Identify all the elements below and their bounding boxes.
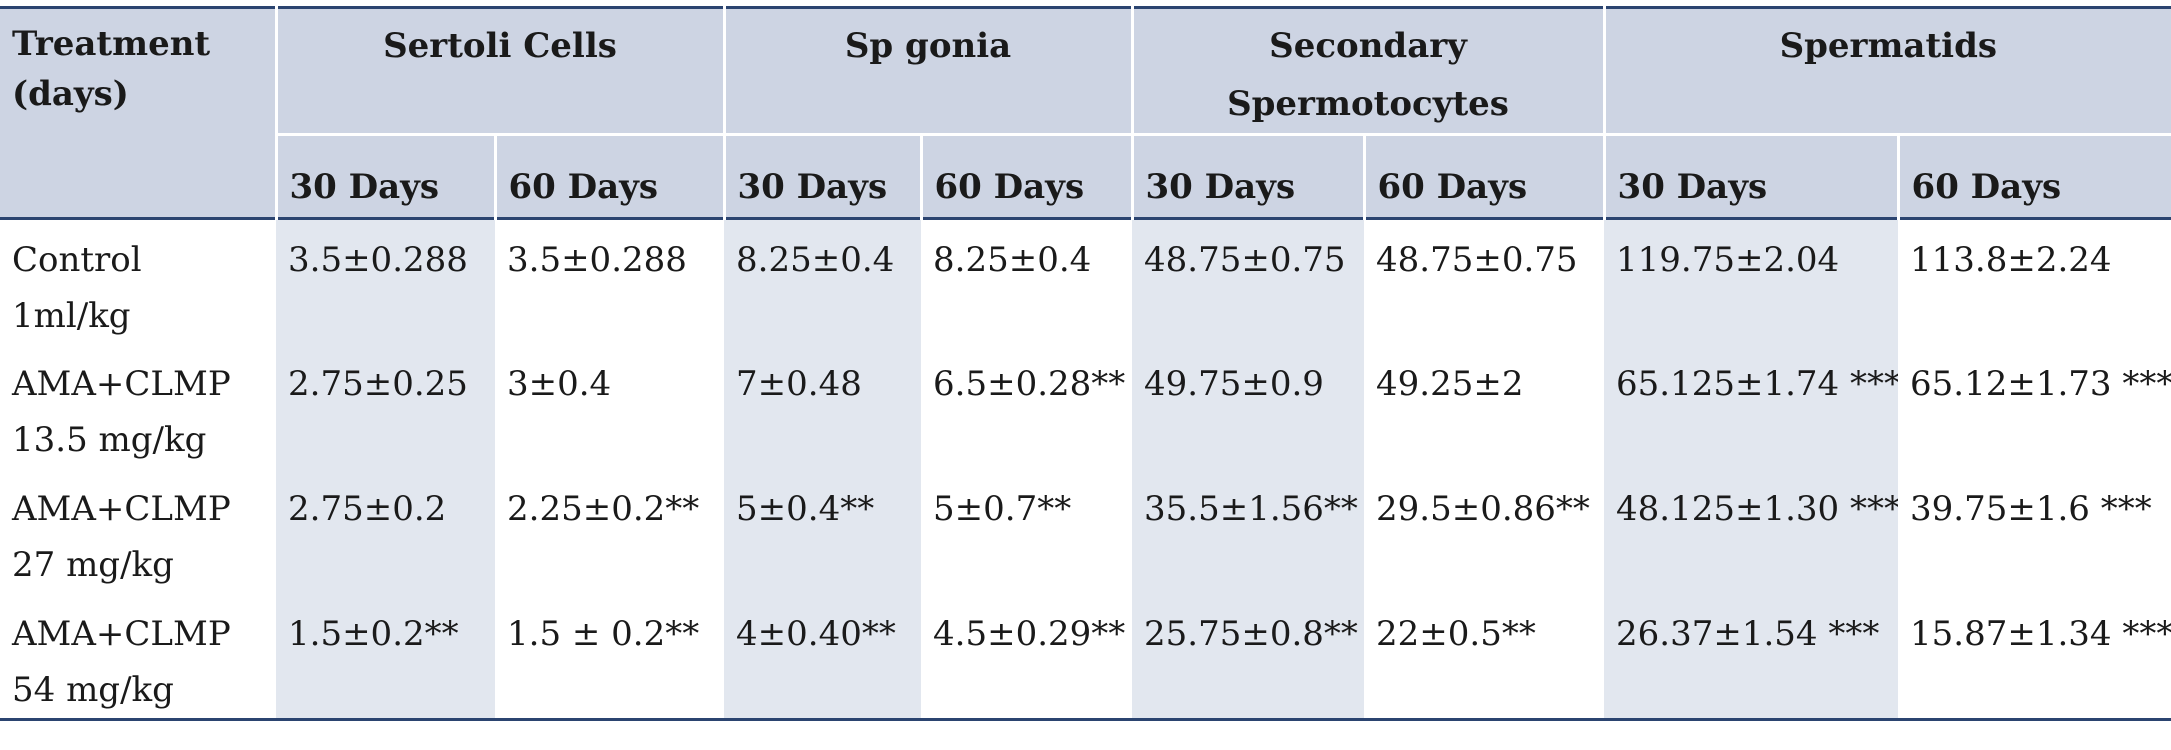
value-cell: 48.125±1.30 *** (1604, 469, 1899, 594)
group-header-line: Spermotocytes (1227, 84, 1509, 124)
value-cell: 2.25±0.2** (507, 489, 700, 529)
group-header-line: Sp gonia (844, 26, 1012, 66)
treatment-line: 27 mg/kg (12, 545, 174, 585)
treatment-line: Control (12, 240, 142, 280)
subcolumn-header: 30 Days (1130, 134, 1365, 219)
treatment-line: AMA+CLMP (12, 614, 231, 654)
subcolumn-header: 30 Days (1602, 134, 1899, 219)
value-cell: 29.5±0.86** (1376, 489, 1590, 529)
subcolumn-header: 30 Days (274, 134, 495, 219)
value-cell: 1.5 ± 0.2** (507, 614, 700, 654)
value-cell: 39.75±1.6 *** (1910, 489, 2152, 529)
value-cell: 3.5±0.288 (507, 240, 687, 280)
value-cell: 1.5±0.2** (276, 594, 495, 720)
value-cell: 22±0.5** (1376, 614, 1536, 654)
treatment-line: 1ml/kg (12, 296, 131, 336)
group-header-secondary-spermotocytes: Secondary Spermotocytes (1130, 7, 1605, 136)
value-cell: 8.25±0.4 (724, 218, 922, 344)
value-cell: 2.75±0.25 (276, 344, 495, 469)
table-row: AMA+CLMP 54 mg/kg 1.5±0.2** 1.5 ± 0.2** … (0, 594, 2171, 720)
value-cell: 49.25±2 (1376, 364, 1524, 404)
value-cell: 3.5±0.288 (276, 218, 495, 344)
subcolumn-header: 60 Days (919, 134, 1133, 219)
value-cell: 48.75±0.75 (1132, 218, 1365, 344)
value-cell: 49.75±0.9 (1132, 344, 1365, 469)
treatment-line: 54 mg/kg (12, 670, 174, 710)
treatment-header-line: Treatment (12, 24, 211, 64)
value-cell: 65.12±1.73 *** (1910, 364, 2171, 404)
subcolumn-header: 60 Days (1896, 134, 2171, 219)
value-cell: 48.75±0.75 (1376, 240, 1578, 280)
value-cell: 15.87±1.34 *** (1910, 614, 2171, 654)
results-table: Treatment (days) Sertoli Cells Sp gonia … (0, 6, 2171, 721)
group-header-sertoli-cells: Sertoli Cells (274, 7, 725, 136)
header-row-groups: Treatment (days) Sertoli Cells Sp gonia … (0, 7, 2171, 219)
value-cell: 65.125±1.74 *** (1604, 344, 1899, 469)
treatment-cell: AMA+CLMP 54 mg/kg (0, 594, 276, 720)
group-header-sp-gonia: Sp gonia (722, 7, 1133, 136)
value-cell: 4.5±0.29** (933, 614, 1126, 654)
table-row: AMA+CLMP 27 mg/kg 2.75±0.2 2.25±0.2** 5±… (0, 469, 2171, 594)
value-cell: 26.37±1.54 *** (1604, 594, 1899, 720)
treatment-header-line: (days) (12, 74, 129, 114)
table-row: AMA+CLMP 13.5 mg/kg 2.75±0.25 3±0.4 7±0.… (0, 344, 2171, 469)
value-cell: 113.8±2.24 (1910, 240, 2112, 280)
table-header: Treatment (days) Sertoli Cells Sp gonia … (0, 7, 2171, 219)
treatment-column-header: Treatment (days) (0, 7, 276, 219)
treatment-cell: Control 1ml/kg (0, 219, 276, 345)
treatment-line: 13.5 mg/kg (12, 420, 207, 460)
subcolumn-header: 60 Days (493, 134, 725, 219)
treatment-cell: AMA+CLMP 27 mg/kg (0, 469, 276, 594)
group-header-line: Spermatids (1779, 26, 1997, 66)
header-row-days: 30 Days 60 Days 30 Days 60 Days 30 Days … (0, 134, 2171, 219)
value-cell: 4±0.40** (724, 594, 922, 720)
value-cell: 35.5±1.56** (1132, 469, 1365, 594)
value-cell: 119.75±2.04 (1604, 218, 1899, 344)
subcolumn-header: 30 Days (722, 134, 922, 219)
value-cell: 2.75±0.2 (276, 469, 495, 594)
table-body: Control 1ml/kg 3.5±0.288 3.5±0.288 8.25±… (0, 218, 2171, 720)
value-cell: 5±0.7** (933, 489, 1072, 529)
table-row: Control 1ml/kg 3.5±0.288 3.5±0.288 8.25±… (0, 218, 2171, 345)
value-cell: 7±0.48 (724, 344, 922, 469)
treatment-cell: AMA+CLMP 13.5 mg/kg (0, 344, 276, 469)
value-cell: 3±0.4 (507, 364, 612, 404)
group-header-line: Secondary (1269, 26, 1467, 66)
treatment-line: AMA+CLMP (12, 489, 231, 529)
group-header-spermatids: Spermatids (1602, 7, 2171, 136)
value-cell: 5±0.4** (724, 469, 922, 594)
value-cell: 6.5±0.28** (933, 364, 1126, 404)
subcolumn-header: 60 Days (1362, 134, 1605, 219)
treatment-line: AMA+CLMP (12, 364, 231, 404)
value-cell: 25.75±0.8** (1132, 594, 1365, 720)
group-header-line: Sertoli Cells (383, 26, 617, 66)
value-cell: 8.25±0.4 (933, 240, 1092, 280)
